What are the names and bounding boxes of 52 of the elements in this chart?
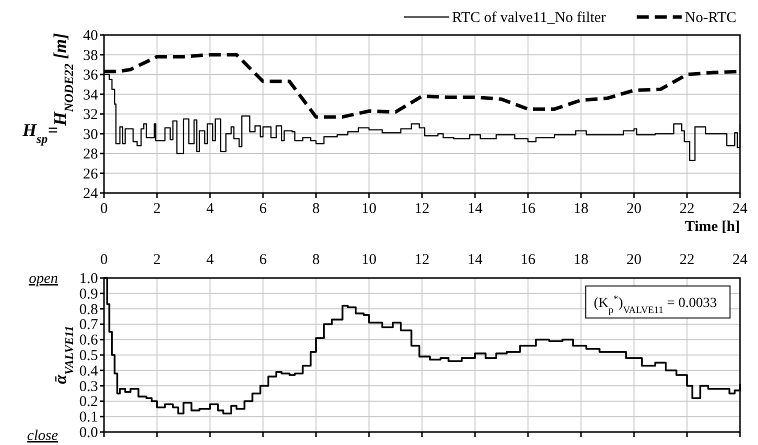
y-tick-label: 40 [83, 28, 98, 44]
y-tick-label: 36 [83, 68, 98, 84]
y-tick-label: 28 [83, 146, 98, 162]
x-tick-label: 20 [626, 252, 642, 268]
y-tick-label: 0.6 [79, 332, 98, 349]
text: close [27, 428, 58, 444]
x-tick-label: 4 [206, 252, 214, 268]
x-tick-label: 10 [362, 252, 376, 268]
y-tick-label: 0.9 [79, 286, 98, 302]
y-tick-label: 34 [83, 87, 98, 104]
y-tick-label: 1.0 [79, 271, 98, 287]
x-tick-label: 16 [520, 252, 536, 268]
x-tick-label: 0 [100, 252, 108, 268]
x-tick-label: 4 [206, 201, 214, 217]
x-tick-label: 16 [520, 201, 536, 217]
x-tick-label: 24 [732, 252, 748, 268]
x-axis-title: Time [h] [684, 219, 740, 235]
x-tick-label: 18 [574, 201, 588, 217]
y-tick-label: 0.3 [79, 378, 98, 395]
y-tick-label: 0.2 [79, 394, 98, 410]
y-tick-label: 24 [83, 186, 98, 202]
x-tick-label: 2 [153, 201, 161, 217]
x-tick-label: 14 [468, 201, 483, 217]
x-tick-label: 8 [312, 252, 320, 268]
x-tick-label: 20 [626, 201, 642, 217]
y-tick-label: 0.5 [79, 348, 98, 364]
x-tick-label: 18 [574, 252, 588, 268]
y-tick-label: 30 [83, 126, 98, 143]
x-tick-label: 12 [414, 201, 430, 217]
text: open [28, 271, 58, 287]
annotation: (K$_{p}$$^{*}$)$_{VALVE11}$ = 0.0033 [594, 294, 717, 316]
legend-label: No-RTC [684, 10, 736, 26]
y-tick-label: 32 [83, 107, 98, 123]
x-tick-label: 22 [680, 201, 694, 217]
y-tick-label: 0.0 [79, 425, 98, 441]
x-tick-label: 14 [468, 252, 483, 268]
x-tick-label: 8 [312, 201, 320, 217]
x-tick-label: 6 [259, 201, 268, 217]
y-tick-label: 0.8 [79, 302, 98, 318]
y-tick-label: 0.7 [79, 317, 98, 334]
y-tick-label: 26 [83, 166, 98, 182]
x-tick-label: 6 [259, 252, 268, 268]
x-tick-label: 12 [414, 252, 430, 268]
y-tick-label: 0.1 [79, 410, 98, 426]
x-tick-label: 22 [680, 252, 694, 268]
x-tick-label: 24 [732, 201, 748, 217]
x-tick-label: 10 [362, 201, 376, 217]
legend-label: RTC of valve11_No filter [452, 10, 606, 26]
x-tick-label: 2 [153, 252, 161, 268]
y-tick-label: 0.4 [79, 363, 98, 380]
y-tick-label: 38 [83, 48, 98, 64]
x-tick-label: 0 [100, 201, 108, 217]
